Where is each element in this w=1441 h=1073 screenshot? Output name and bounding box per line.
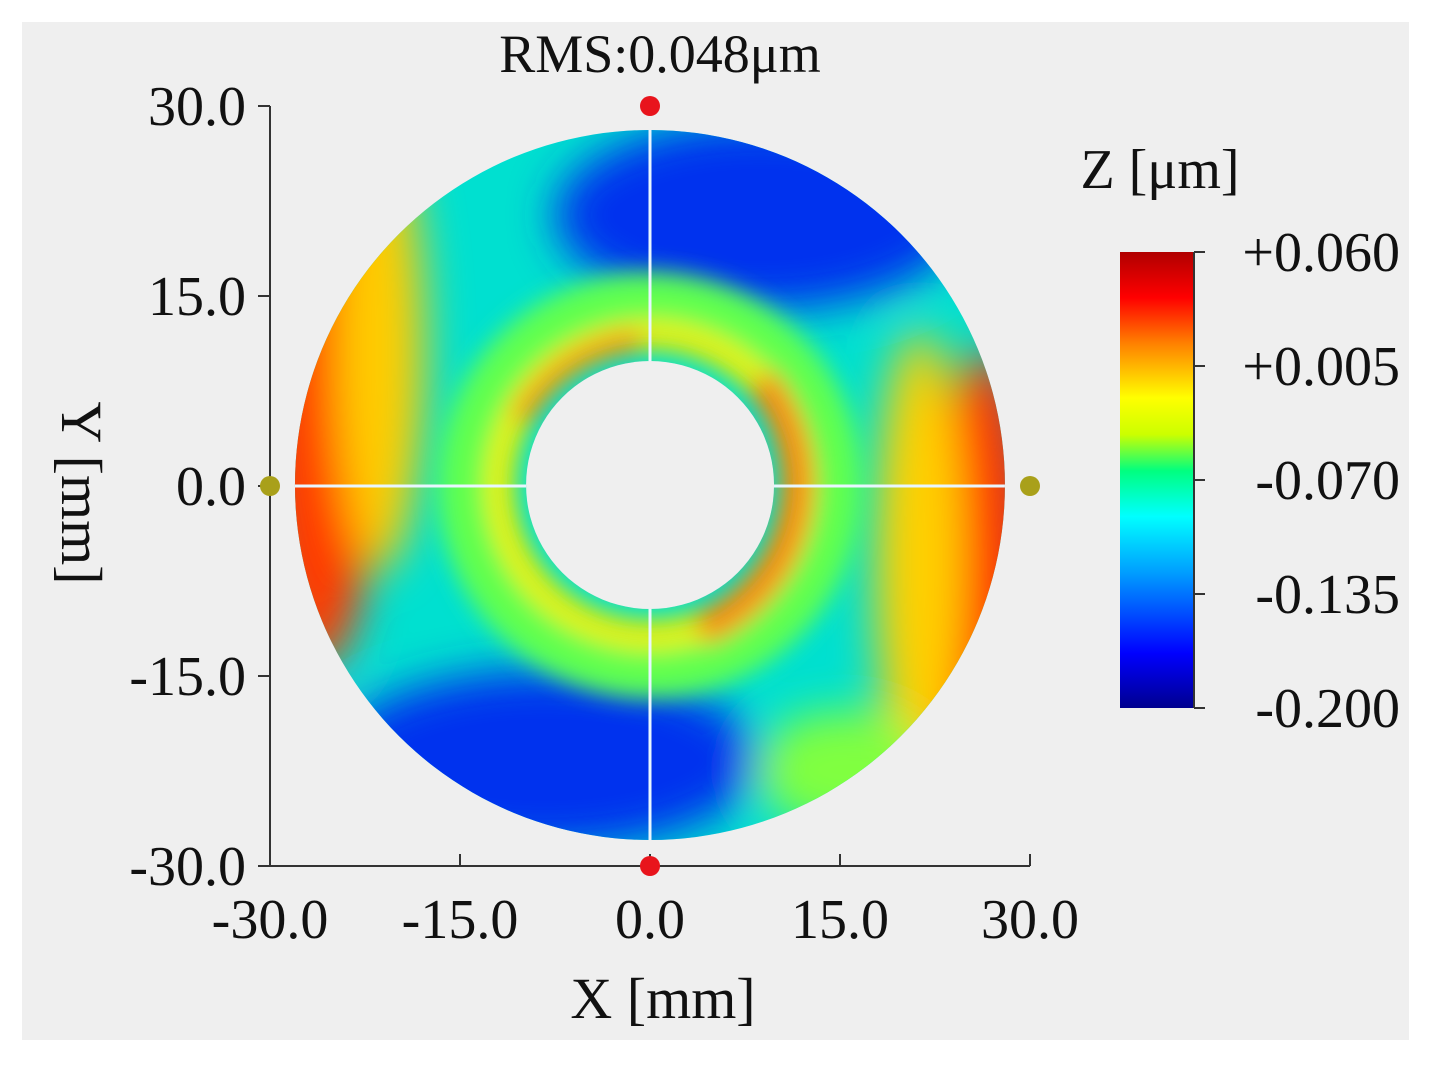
lower-low-band bbox=[330, 670, 760, 840]
marker-right bbox=[1020, 476, 1040, 496]
colorbar-tick-label: -0.070 bbox=[1255, 450, 1400, 512]
y-tick-label: 30.0 bbox=[148, 76, 246, 138]
x-tick-label: -30.0 bbox=[212, 889, 329, 951]
colorbar-label: Z [μm] bbox=[1080, 139, 1239, 201]
colorbar-tick-label: +0.005 bbox=[1242, 336, 1400, 398]
x-tick-label: 15.0 bbox=[791, 889, 889, 951]
marker-left bbox=[260, 476, 280, 496]
y-axis-label: Y [mm] bbox=[49, 401, 114, 584]
colorbar-tick-label: -0.200 bbox=[1255, 678, 1400, 740]
x-tick-label: 0.0 bbox=[615, 889, 685, 951]
colorbar-tick-label: -0.135 bbox=[1255, 564, 1400, 626]
y-tick-label: 0.0 bbox=[176, 456, 246, 518]
colorbar bbox=[1120, 252, 1194, 708]
x-tick-label: -15.0 bbox=[402, 889, 519, 951]
y-tick-label: 15.0 bbox=[148, 266, 246, 328]
lower-right-green bbox=[755, 710, 935, 830]
chart-title: RMS:0.048μm bbox=[499, 24, 821, 84]
x-tick-label: 30.0 bbox=[981, 889, 1079, 951]
surface-map bbox=[294, 130, 1005, 840]
x-axis-label: X [mm] bbox=[570, 966, 755, 1031]
left-rim-yellow bbox=[335, 130, 425, 570]
right-rim-yellow bbox=[875, 330, 965, 790]
marker-top bbox=[640, 96, 660, 116]
y-tick-label: -30.0 bbox=[129, 836, 246, 898]
colorbar-tick-label: +0.060 bbox=[1242, 222, 1400, 284]
inner-ring-orange-left bbox=[510, 329, 642, 426]
inner-ring-orange-right bbox=[693, 369, 814, 645]
marker-bottom bbox=[640, 856, 660, 876]
y-tick-label: -15.0 bbox=[129, 646, 246, 708]
